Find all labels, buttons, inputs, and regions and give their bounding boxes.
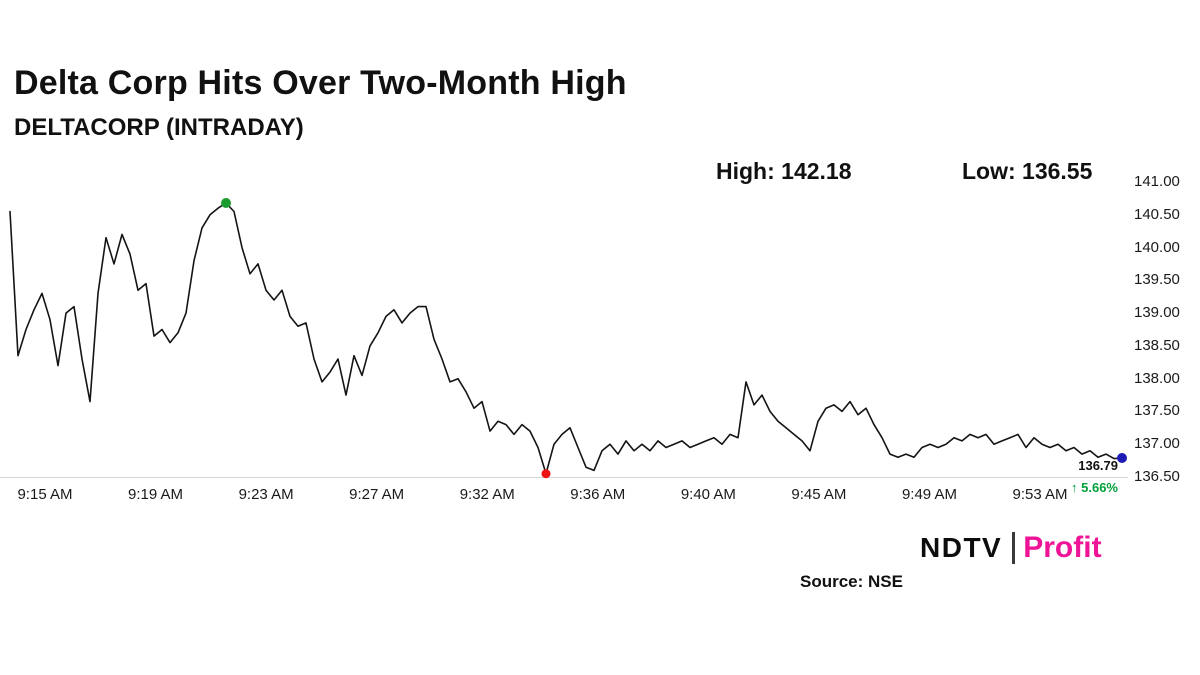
y-tick-label: 139.50 (1134, 271, 1180, 289)
y-tick-label: 139.00 (1134, 304, 1180, 322)
source-label: Source: NSE (800, 572, 903, 591)
x-tick-label: 9:45 AM (791, 486, 847, 503)
x-tick-label: 9:15 AM (17, 486, 73, 503)
page-title: Delta Corp Hits Over Two-Month High (14, 64, 627, 102)
price-line-series (9, 202, 1123, 475)
high-value-label: High: 142.18 (716, 158, 852, 184)
last-change-label: ↑ 5.66% (1071, 480, 1118, 495)
x-tick-label: 9:36 AM (570, 486, 626, 503)
x-tick-label: 9:49 AM (901, 486, 957, 503)
low-value-label: Low: 136.55 (962, 158, 1093, 184)
x-tick-label: 9:40 AM (680, 486, 736, 503)
last-marker-dot (1117, 453, 1127, 463)
y-tick-label: 136.50 (1134, 468, 1180, 485)
y-tick-label: 140.50 (1134, 205, 1180, 223)
logo-separator (1012, 532, 1016, 564)
last-price-label: 136.79 (1078, 458, 1118, 473)
y-tick-label: 138.00 (1134, 369, 1180, 387)
y-tick-label: 137.00 (1134, 435, 1180, 453)
x-tick-label: 9:19 AM (128, 486, 184, 503)
chart-subtitle: DELTACORP (INTRADAY) (14, 114, 304, 141)
y-tick-label: 137.50 (1134, 402, 1180, 420)
ndtv-profit-logo: NDTV Profit (920, 531, 1102, 565)
y-tick-label: 138.50 (1134, 336, 1180, 354)
x-tick-label: 9:32 AM (459, 486, 515, 503)
logo-ndtv-text: NDTV (920, 532, 1003, 563)
y-tick-label: 141.00 (1134, 173, 1180, 190)
y-tick-label: 140.00 (1134, 238, 1180, 256)
x-tick-label: 9:23 AM (238, 486, 294, 503)
high-marker-dot (221, 198, 231, 208)
x-tick-label: 9:27 AM (349, 486, 405, 503)
low-marker-dot (541, 469, 551, 479)
logo-profit-text: Profit (1023, 531, 1102, 564)
